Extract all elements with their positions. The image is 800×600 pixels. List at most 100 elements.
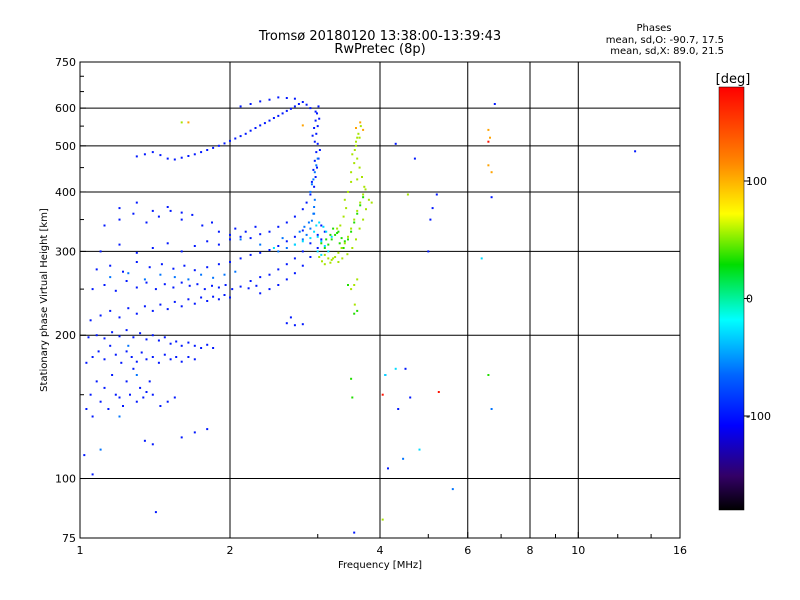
- data-point: [402, 457, 405, 460]
- data-point: [487, 128, 490, 131]
- data-point: [351, 247, 354, 249]
- data-point: [337, 230, 340, 233]
- data-point: [309, 107, 312, 110]
- data-point: [311, 134, 314, 137]
- data-point: [427, 250, 430, 253]
- data-point: [285, 278, 288, 281]
- data-point: [272, 117, 275, 119]
- data-point: [351, 153, 354, 156]
- data-point: [480, 257, 483, 260]
- data-point: [111, 331, 114, 334]
- data-point: [338, 242, 341, 245]
- data-point: [301, 124, 304, 127]
- data-point: [91, 356, 94, 358]
- data-point: [122, 270, 124, 273]
- data-point: [118, 335, 121, 338]
- data-point: [313, 230, 316, 233]
- chart-subtitle: RwPretec (8p): [334, 42, 425, 57]
- data-point: [206, 240, 209, 243]
- data-point: [166, 206, 169, 208]
- data-point: [180, 281, 183, 284]
- phases-heading: Phases: [636, 23, 671, 34]
- data-point: [313, 140, 316, 143]
- data-point: [91, 288, 94, 291]
- data-point: [107, 408, 110, 410]
- data-point: [347, 235, 349, 238]
- data-point: [272, 247, 275, 249]
- data-point: [135, 261, 138, 263]
- data-point: [370, 201, 373, 204]
- data-point: [99, 250, 102, 253]
- data-point: [254, 225, 257, 228]
- data-point: [343, 240, 346, 243]
- data-point: [91, 473, 94, 476]
- data-point: [325, 238, 328, 241]
- data-point: [151, 443, 154, 446]
- data-point: [169, 358, 172, 361]
- data-point: [135, 312, 138, 315]
- data-point: [409, 396, 412, 399]
- data-point: [259, 243, 262, 246]
- data-point: [175, 356, 178, 358]
- data-point: [316, 112, 318, 115]
- data-point: [435, 193, 438, 196]
- data-point: [487, 164, 490, 167]
- data-point: [277, 284, 280, 286]
- data-point: [353, 218, 356, 221]
- data-point: [268, 288, 271, 291]
- data-point: [362, 193, 365, 196]
- y-tick-label: 200: [55, 329, 76, 342]
- data-point: [313, 185, 316, 188]
- data-point: [313, 171, 316, 174]
- data-point: [203, 288, 206, 291]
- data-point: [355, 238, 357, 241]
- data-point: [193, 344, 196, 347]
- data-point: [169, 342, 172, 345]
- data-point: [301, 264, 304, 267]
- data-point: [173, 158, 176, 161]
- data-point: [293, 97, 296, 100]
- y-tick-label: 300: [55, 245, 76, 258]
- data-point: [490, 171, 493, 174]
- data-point: [196, 283, 199, 286]
- data-point: [353, 149, 356, 151]
- y-tick-label: 75: [62, 532, 76, 545]
- colorbar-tick-label: -100: [746, 410, 771, 423]
- data-point: [362, 196, 365, 199]
- data-point: [135, 251, 138, 254]
- data-point: [103, 358, 106, 361]
- data-point: [297, 103, 300, 105]
- data-point: [323, 245, 326, 247]
- data-point: [103, 337, 106, 340]
- data-point: [350, 288, 353, 291]
- data-point: [125, 280, 128, 282]
- data-point: [346, 253, 349, 256]
- data-point: [97, 350, 100, 353]
- data-point: [249, 253, 252, 256]
- data-point: [293, 235, 296, 238]
- data-point: [125, 380, 128, 383]
- data-point: [350, 227, 353, 230]
- data-point: [83, 454, 86, 457]
- data-point: [359, 204, 362, 207]
- data-point: [323, 230, 326, 233]
- data-point: [337, 261, 340, 263]
- data-point: [154, 511, 157, 514]
- data-point: [362, 128, 365, 131]
- data-point: [200, 347, 203, 349]
- data-point: [340, 237, 343, 240]
- data-point: [166, 400, 169, 403]
- data-point: [109, 309, 112, 312]
- data-point: [268, 249, 271, 251]
- data-point: [353, 303, 356, 306]
- data-point: [139, 332, 142, 335]
- data-point: [329, 261, 332, 264]
- data-point: [353, 162, 356, 165]
- data-point: [317, 105, 320, 108]
- data-point: [151, 209, 154, 212]
- data-point: [172, 267, 175, 270]
- colorbar-ticks: 100 0 -100: [744, 175, 771, 423]
- data-point: [490, 196, 493, 199]
- data-point: [229, 296, 231, 299]
- y-tick-label: 100: [55, 473, 76, 486]
